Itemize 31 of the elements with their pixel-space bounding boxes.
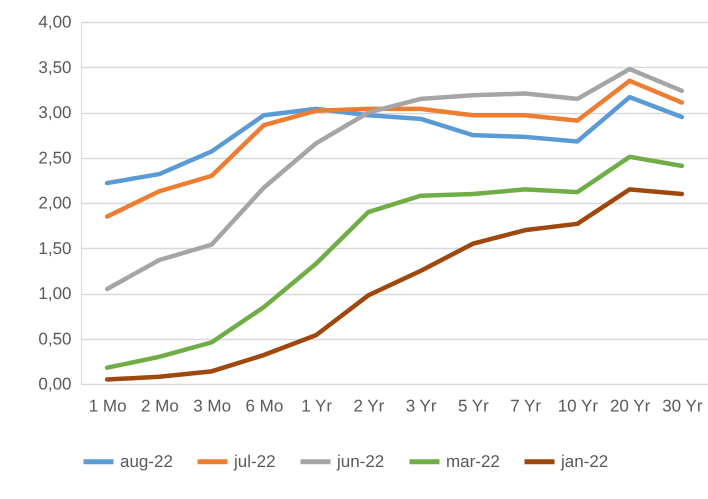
y-tick-label: 4,00	[38, 12, 72, 32]
line-series	[104, 187, 684, 382]
y-tick-label: 3,00	[38, 103, 72, 122]
x-tick-label: 1 Mo	[88, 396, 127, 416]
line-series	[104, 154, 684, 370]
legend-label: aug-22	[120, 452, 173, 471]
line-series	[104, 66, 684, 292]
legend-label: jul-22	[233, 452, 276, 471]
x-tick-label: 20 Yr	[610, 396, 651, 416]
x-tick-label: 3 Yr	[406, 396, 437, 416]
x-tick-label: 30 Yr	[662, 396, 703, 416]
x-tick-label: 2 Yr	[353, 396, 385, 416]
x-tick-label: 6 Mo	[245, 396, 284, 416]
line-series	[104, 94, 684, 186]
y-tick-label: 0,00	[38, 374, 72, 394]
legend-label: jan-22	[560, 452, 608, 471]
x-tick-label: 1 Yr	[301, 396, 332, 416]
x-tick-label: 5 Yr	[458, 396, 490, 416]
x-tick-label: 7 Yr	[510, 396, 542, 416]
y-tick-label: 3,50	[38, 58, 72, 77]
line-series	[104, 78, 684, 219]
y-tick-label: 1,00	[38, 284, 72, 303]
y-tick-label: 2,00	[38, 194, 72, 212]
y-tick-label: 0,50	[38, 329, 72, 348]
legend-label: mar-22	[446, 452, 500, 471]
legend-label: jun-22	[336, 452, 384, 471]
y-tick-label: 2,50	[38, 148, 72, 168]
y-tick-label: 1,50	[38, 238, 72, 258]
x-tick-label: 3 Mo	[193, 396, 232, 416]
x-tick-label: 10 Yr	[558, 396, 598, 416]
x-tick-label: 2 Mo	[140, 396, 179, 416]
